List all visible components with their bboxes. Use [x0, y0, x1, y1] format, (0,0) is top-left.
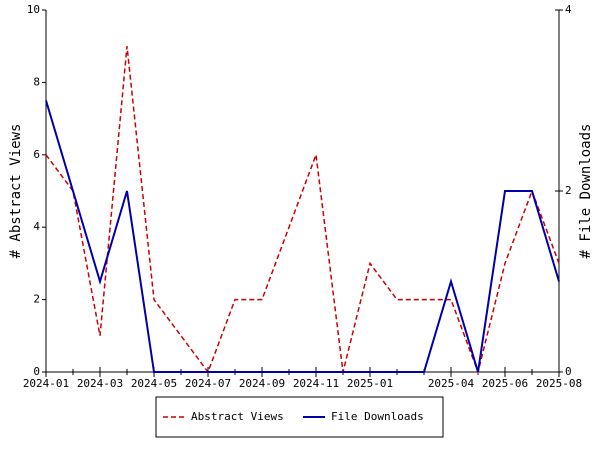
y2-axis-label: # File Downloads — [578, 124, 594, 259]
legend-box — [155, 396, 444, 438]
y2-tick-label: 2 — [565, 184, 572, 197]
series-line — [45, 100, 560, 373]
y-tick-label: 8 — [33, 75, 40, 88]
x-tick-label: 2024-07 — [185, 377, 231, 390]
y-axis-label: # Abstract Views — [8, 124, 24, 259]
x-tick-label: 2025-04 — [428, 377, 475, 390]
legend-label: Abstract Views — [191, 410, 284, 423]
y-tick-label: 10 — [27, 3, 40, 16]
x-tick-label: 2024-09 — [239, 377, 285, 390]
x-tick-label: 2024-01 — [23, 377, 69, 390]
x-tick-label: 2025-06 — [482, 377, 528, 390]
y-tick-label: 2 — [33, 293, 40, 306]
x-tick-label: 2024-05 — [131, 377, 177, 390]
x-tick-label: 2024-11 — [293, 377, 339, 390]
series-line — [45, 46, 560, 375]
legend-label: File Downloads — [331, 410, 424, 423]
y2-tick-label: 4 — [565, 3, 572, 16]
y-tick-label: 0 — [33, 365, 40, 378]
x-tick-label: 2025-01 — [347, 377, 393, 390]
x-tick-label: 2024-03 — [77, 377, 123, 390]
x-tick-label: 2025-08 — [536, 377, 582, 390]
y2-tick-label: 0 — [565, 365, 572, 378]
y-tick-label: 4 — [33, 220, 40, 233]
y-tick-label: 6 — [33, 148, 40, 161]
